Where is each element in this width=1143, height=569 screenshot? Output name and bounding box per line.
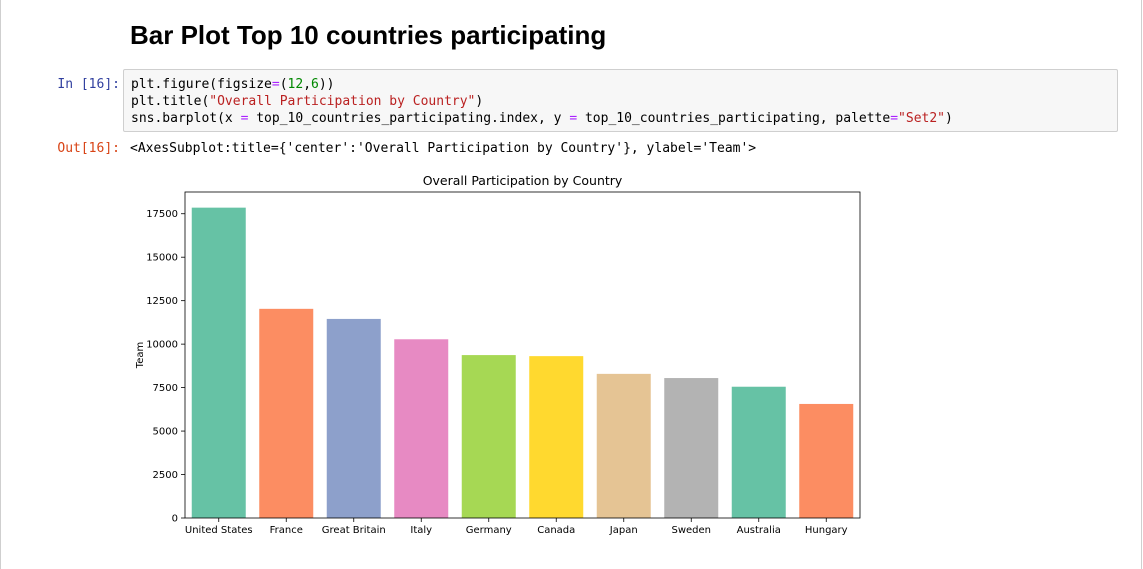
plot-frame <box>184 191 861 519</box>
code-line-3: sns.barplot(x = top_10_countries_partici… <box>131 111 953 126</box>
bar-hungary <box>799 403 854 518</box>
chart-title: Overall Participation by Country <box>423 173 623 188</box>
y-tick-label: 2500 <box>153 470 178 481</box>
x-tick-label: Germany <box>466 525 512 536</box>
bar-australia <box>731 386 786 518</box>
y-axis-label: Team <box>135 342 146 369</box>
code-editor[interactable]: plt.figure(figsize=(12,6)) plt.title("Ov… <box>131 76 953 127</box>
code-token-operator: = <box>569 111 578 126</box>
markdown-heading: Bar Plot Top 10 countries participating <box>130 20 607 50</box>
code-token: plt.title( <box>131 94 210 109</box>
code-token: top_10_countries_participating.index, y <box>248 111 570 126</box>
code-token-string: "Set2" <box>898 111 946 126</box>
input-prompt: In [16]: <box>57 77 120 92</box>
output-text: <AxesSubplot:title={'center':'Overall Pa… <box>130 141 757 156</box>
bar-chart: Overall Participation by Country 0 2500 500… <box>135 173 861 536</box>
notebook-left-border <box>0 0 1 569</box>
code-token: , <box>303 77 312 92</box>
code-line-1: plt.figure(figsize=(12,6)) <box>131 77 335 92</box>
notebook-right-border <box>1141 0 1142 569</box>
code-token: )) <box>318 77 335 92</box>
code-token: plt.figure(figsize <box>131 77 272 92</box>
bar-japan <box>596 373 651 518</box>
code-line-2: plt.title("Overall Participation by Coun… <box>131 94 483 109</box>
y-tick-label: 0 <box>172 514 178 525</box>
bar-great-britain <box>326 318 381 518</box>
x-tick-label: Italy <box>410 525 432 536</box>
code-token: ( <box>279 77 288 92</box>
code-token: sns.barplot(x <box>131 111 241 126</box>
y-tick-label: 17500 <box>146 209 178 220</box>
y-tick-label: 5000 <box>153 427 178 438</box>
y-tick-label: 7500 <box>153 383 178 394</box>
code-token: ) <box>945 111 953 126</box>
code-token-operator: = <box>271 77 280 92</box>
x-tick-label: Australia <box>737 525 781 536</box>
x-tick-label: France <box>270 525 303 536</box>
bar-germany <box>461 355 516 518</box>
x-tick-label: Japan <box>609 525 638 536</box>
output-prompt: Out[16]: <box>57 141 120 156</box>
code-token: ) <box>475 94 484 109</box>
code-token-string: "Overall Participation by Country" <box>209 94 476 109</box>
code-token-operator: = <box>240 111 249 126</box>
y-tick-label: 10000 <box>146 340 178 351</box>
x-tick-label: Hungary <box>805 525 848 536</box>
bar-sweden <box>664 378 719 518</box>
code-token-operator: = <box>890 111 899 126</box>
bar-italy <box>394 339 449 518</box>
x-tick-label: Canada <box>537 525 575 536</box>
x-tick-label: Sweden <box>671 525 711 536</box>
bar-france <box>259 308 314 518</box>
code-cell-input[interactable]: plt.figure(figsize=(12,6)) plt.title("Ov… <box>123 69 1118 132</box>
x-tick-label: Great Britain <box>322 525 386 536</box>
y-tick-label: 15000 <box>146 253 178 264</box>
code-token-number: 6 <box>311 77 319 92</box>
y-tick-label: 12500 <box>146 296 178 307</box>
bar-canada <box>529 356 584 518</box>
code-token-number: 12 <box>287 77 304 92</box>
code-token: top_10_countries_participating, palette <box>577 111 891 126</box>
bar-united-states <box>191 207 246 518</box>
x-tick-label: United States <box>185 525 253 536</box>
